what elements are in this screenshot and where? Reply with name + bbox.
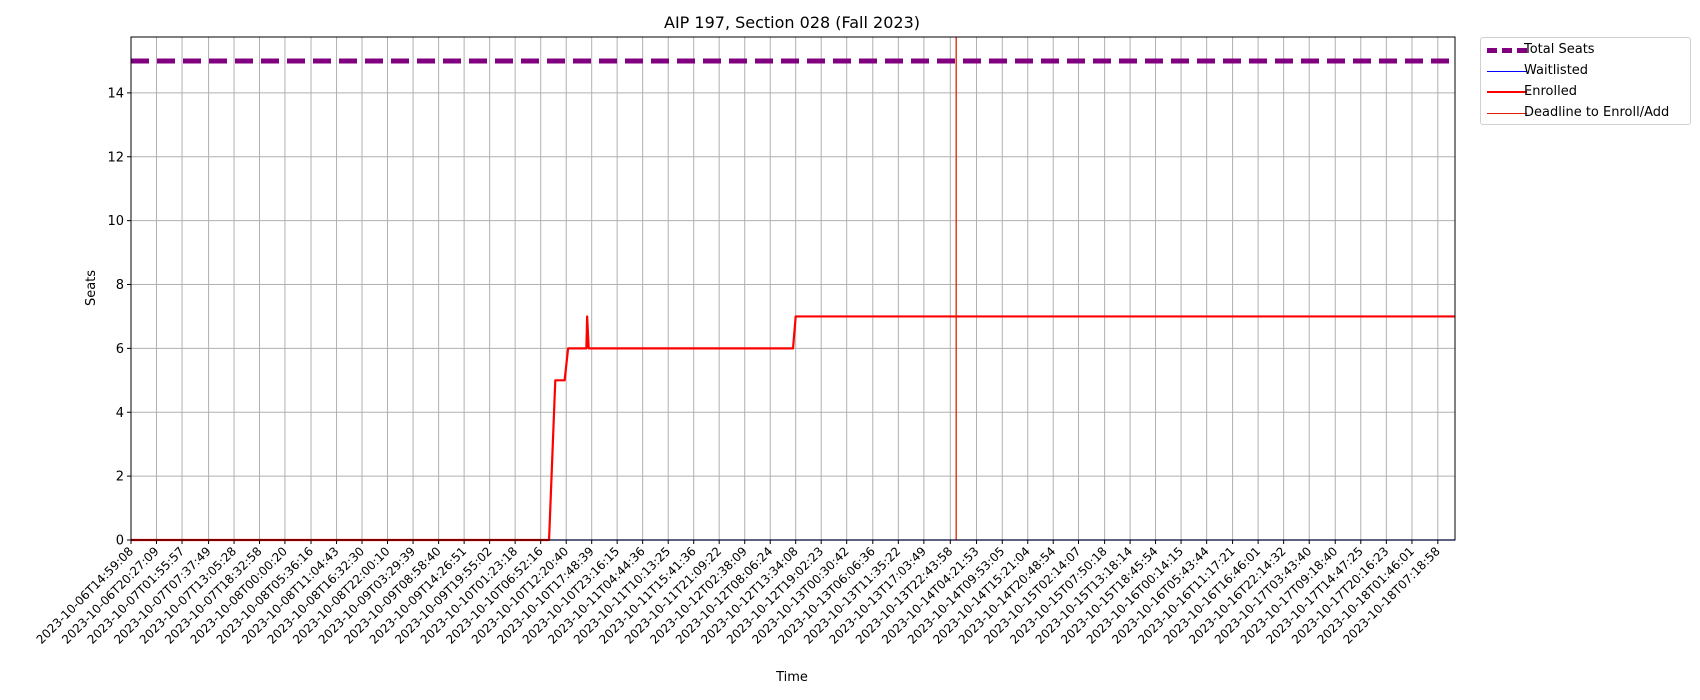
y-tick-label: 10 (107, 214, 124, 229)
x-axis: 2023-10-06T14:59:082023-10-06T20:27:0920… (34, 540, 1443, 647)
legend: Total Seats Waitlisted Enrolled Deadline… (1480, 37, 1691, 125)
y-tick-label: 12 (107, 150, 124, 165)
legend-swatch-waitlisted (1487, 71, 1527, 72)
y-tick-label: 4 (116, 406, 124, 421)
legend-item-waitlisted: Waitlisted (1481, 62, 1690, 82)
y-tick-label: 6 (116, 342, 124, 357)
legend-item-total-seats: Total Seats (1481, 41, 1690, 61)
y-axis: 0 2 4 6 8 10 12 14 (107, 86, 131, 549)
y-tick-label: 14 (107, 86, 124, 101)
legend-swatch-deadline (1487, 113, 1527, 114)
x-axis-label: Time (775, 670, 808, 685)
legend-swatch-enrolled (1487, 91, 1527, 93)
chart-title: AIP 197, Section 028 (Fall 2023) (664, 13, 920, 32)
grid (130, 37, 1455, 541)
legend-label-waitlisted: Waitlisted (1524, 63, 1589, 78)
legend-swatch-total-seats (1487, 48, 1527, 53)
legend-label-deadline: Deadline to Enroll/Add (1524, 105, 1670, 120)
plot-frame (130, 36, 1456, 541)
y-tick-label: 8 (116, 278, 124, 293)
legend-item-enrolled: Enrolled (1481, 83, 1690, 103)
y-tick-label: 2 (116, 470, 124, 485)
legend-label-total-seats: Total Seats (1524, 42, 1595, 57)
series-line-enrolled (131, 315, 1455, 542)
legend-item-deadline: Deadline to Enroll/Add (1481, 104, 1690, 124)
series-lines (131, 37, 1455, 542)
y-tick-label: 0 (116, 534, 124, 549)
legend-label-enrolled: Enrolled (1524, 84, 1577, 99)
y-axis-label: Seats (84, 270, 99, 306)
